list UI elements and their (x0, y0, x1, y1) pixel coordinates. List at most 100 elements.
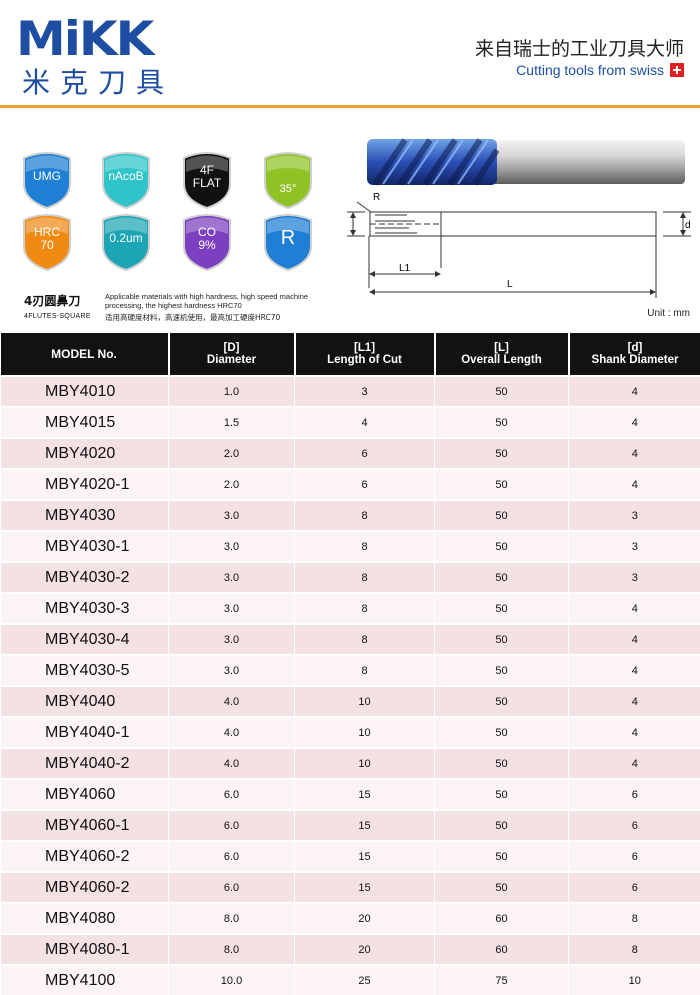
header: MiKK 米克刀具 来自瑞士的工业刀具大师 Cutting tools from… (0, 0, 700, 108)
swiss-flag-icon (670, 63, 684, 77)
spec-value-cell: 10 (294, 685, 435, 717)
spec-value-cell: 10 (294, 747, 435, 779)
model-number-cell: MBY4030 (0, 499, 169, 531)
spec-value-cell: 8.0 (168, 902, 295, 934)
table-row: MBY4040 4.0 10 50 4 (0, 685, 700, 717)
spec-value-cell: 4.0 (168, 716, 295, 748)
nacob-badge-icon: nAcoB (97, 150, 155, 210)
spec-value-cell: 50 (434, 747, 569, 779)
spec-value-cell: 1.0 (168, 375, 295, 407)
model-number-cell: MBY4030-4 (0, 623, 169, 655)
badge-label: R (280, 227, 296, 249)
spec-value-cell: 3 (294, 375, 435, 407)
model-number-cell: MBY4030-1 (0, 530, 169, 562)
badge-label: CO 9% (198, 225, 216, 252)
model-number-cell: MBY4060 (0, 778, 169, 810)
spec-value-cell: 50 (434, 778, 569, 810)
spec-value-cell: 3.0 (168, 654, 295, 686)
spec-value-cell: 50 (434, 809, 569, 841)
model-number-cell: MBY4080 (0, 902, 169, 934)
spec-value-cell: 50 (434, 685, 569, 717)
spec-value-cell: 10.0 (168, 964, 295, 995)
badge-label: 0.2um (109, 231, 143, 245)
table-row: MBY4060 6.0 15 50 6 (0, 778, 700, 810)
spec-value-cell: 25 (294, 964, 435, 995)
spec-value-cell: 4 (568, 623, 700, 655)
spec-value-cell: 3.0 (168, 623, 295, 655)
spec-value-cell: 8 (294, 499, 435, 531)
product-title: 4刃圆鼻刀 (24, 294, 81, 308)
table-row: MBY4010 1.0 3 50 4 (0, 375, 700, 407)
spec-value-cell: 50 (434, 530, 569, 562)
spec-value-cell: 8 (568, 902, 700, 934)
specification-table: MODEL No. [D] Diameter [L1] Length of Cut [L]… (0, 333, 700, 995)
spec-value-cell: 6.0 (168, 809, 295, 841)
spec-value-cell: 4 (568, 747, 700, 779)
table-row: MBY4020-1 2.0 6 50 4 (0, 468, 700, 500)
model-number-cell: MBY4030-2 (0, 561, 169, 593)
column-header: [d] Shank Diameter (567, 333, 700, 376)
helix-35-badge-icon: 35° (259, 150, 317, 210)
brand-logo: MiKK (16, 11, 154, 67)
model-number-cell: MBY4040-2 (0, 747, 169, 779)
spec-value-cell: 6.0 (168, 778, 295, 810)
spec-value-cell: 4 (568, 654, 700, 686)
spec-value-cell: 4 (568, 468, 700, 500)
dimension-drawing: R D d L1 L (347, 192, 691, 298)
badge-label: 4F FLAT (192, 163, 222, 190)
slogan-en: Cutting tools from swiss (516, 62, 664, 78)
model-number-cell: MBY4020 (0, 437, 169, 469)
spec-value-cell: 50 (434, 561, 569, 593)
model-number-cell: MBY4040 (0, 685, 169, 717)
spec-value-cell: 50 (434, 468, 569, 500)
spec-value-cell: 15 (294, 871, 435, 903)
spec-value-cell: 8 (294, 654, 435, 686)
spec-value-cell: 20 (294, 933, 435, 965)
spec-value-cell: 6 (568, 809, 700, 841)
spec-value-cell: 6.0 (168, 840, 295, 872)
spec-value-cell: 6 (294, 468, 435, 500)
spec-value-cell: 3.0 (168, 561, 295, 593)
0.2um-badge-icon: 0.2um (97, 212, 155, 272)
model-number-cell: MBY4030-5 (0, 654, 169, 686)
spec-value-cell: 10 (294, 716, 435, 748)
spec-value-cell: 50 (434, 375, 569, 407)
spec-value-cell: 8 (294, 623, 435, 655)
model-number-cell: MBY4040-1 (0, 716, 169, 748)
spec-value-cell: 4 (568, 406, 700, 438)
spec-value-cell: 20 (294, 902, 435, 934)
table-row: MBY4040-2 4.0 10 50 4 (0, 747, 700, 779)
spec-value-cell: 3.0 (168, 499, 295, 531)
model-number-cell: MBY4015 (0, 406, 169, 438)
spec-value-cell: 15 (294, 778, 435, 810)
spec-value-cell: 8 (294, 561, 435, 593)
corner-r-badge-icon: R (259, 212, 317, 272)
spec-value-cell: 6 (568, 871, 700, 903)
spec-value-cell: 3.0 (168, 592, 295, 624)
column-header: [L] Overall Length (433, 333, 569, 376)
column-header: MODEL No. (0, 333, 169, 376)
spec-value-cell: 4 (568, 437, 700, 469)
spec-value-cell: 50 (434, 437, 569, 469)
spec-value-cell: 10 (568, 964, 700, 995)
model-number-cell: MBY4030-3 (0, 592, 169, 624)
spec-value-cell: 50 (434, 871, 569, 903)
table-row: MBY4030-1 3.0 8 50 3 (0, 530, 700, 562)
badge-label: 35° (279, 183, 297, 195)
model-number-cell: MBY4010 (0, 375, 169, 407)
spec-value-cell: 8.0 (168, 933, 295, 965)
slogan-cn: 来自瑞士的工业刀具大师 (474, 38, 684, 60)
spec-value-cell: 50 (434, 654, 569, 686)
table-row: MBY4060-1 6.0 15 50 6 (0, 809, 700, 841)
model-number-cell: MBY4080-1 (0, 933, 169, 965)
table-row: MBY4030-3 3.0 8 50 4 (0, 592, 700, 624)
spec-value-cell: 15 (294, 809, 435, 841)
table-row: MBY4060-2 6.0 15 50 6 (0, 871, 700, 903)
drawing-label-l: L (507, 279, 513, 290)
table-header-row: MODEL No. [D] Diameter [L1] Length of Cut [L]… (0, 333, 700, 376)
umg-badge-icon: UMG (18, 150, 76, 210)
spec-value-cell: 3 (568, 530, 700, 562)
table-row: MBY4030-5 3.0 8 50 4 (0, 654, 700, 686)
model-number-cell: MBY4100 (0, 964, 169, 995)
table-row: MBY4015 1.5 4 50 4 (0, 406, 700, 438)
